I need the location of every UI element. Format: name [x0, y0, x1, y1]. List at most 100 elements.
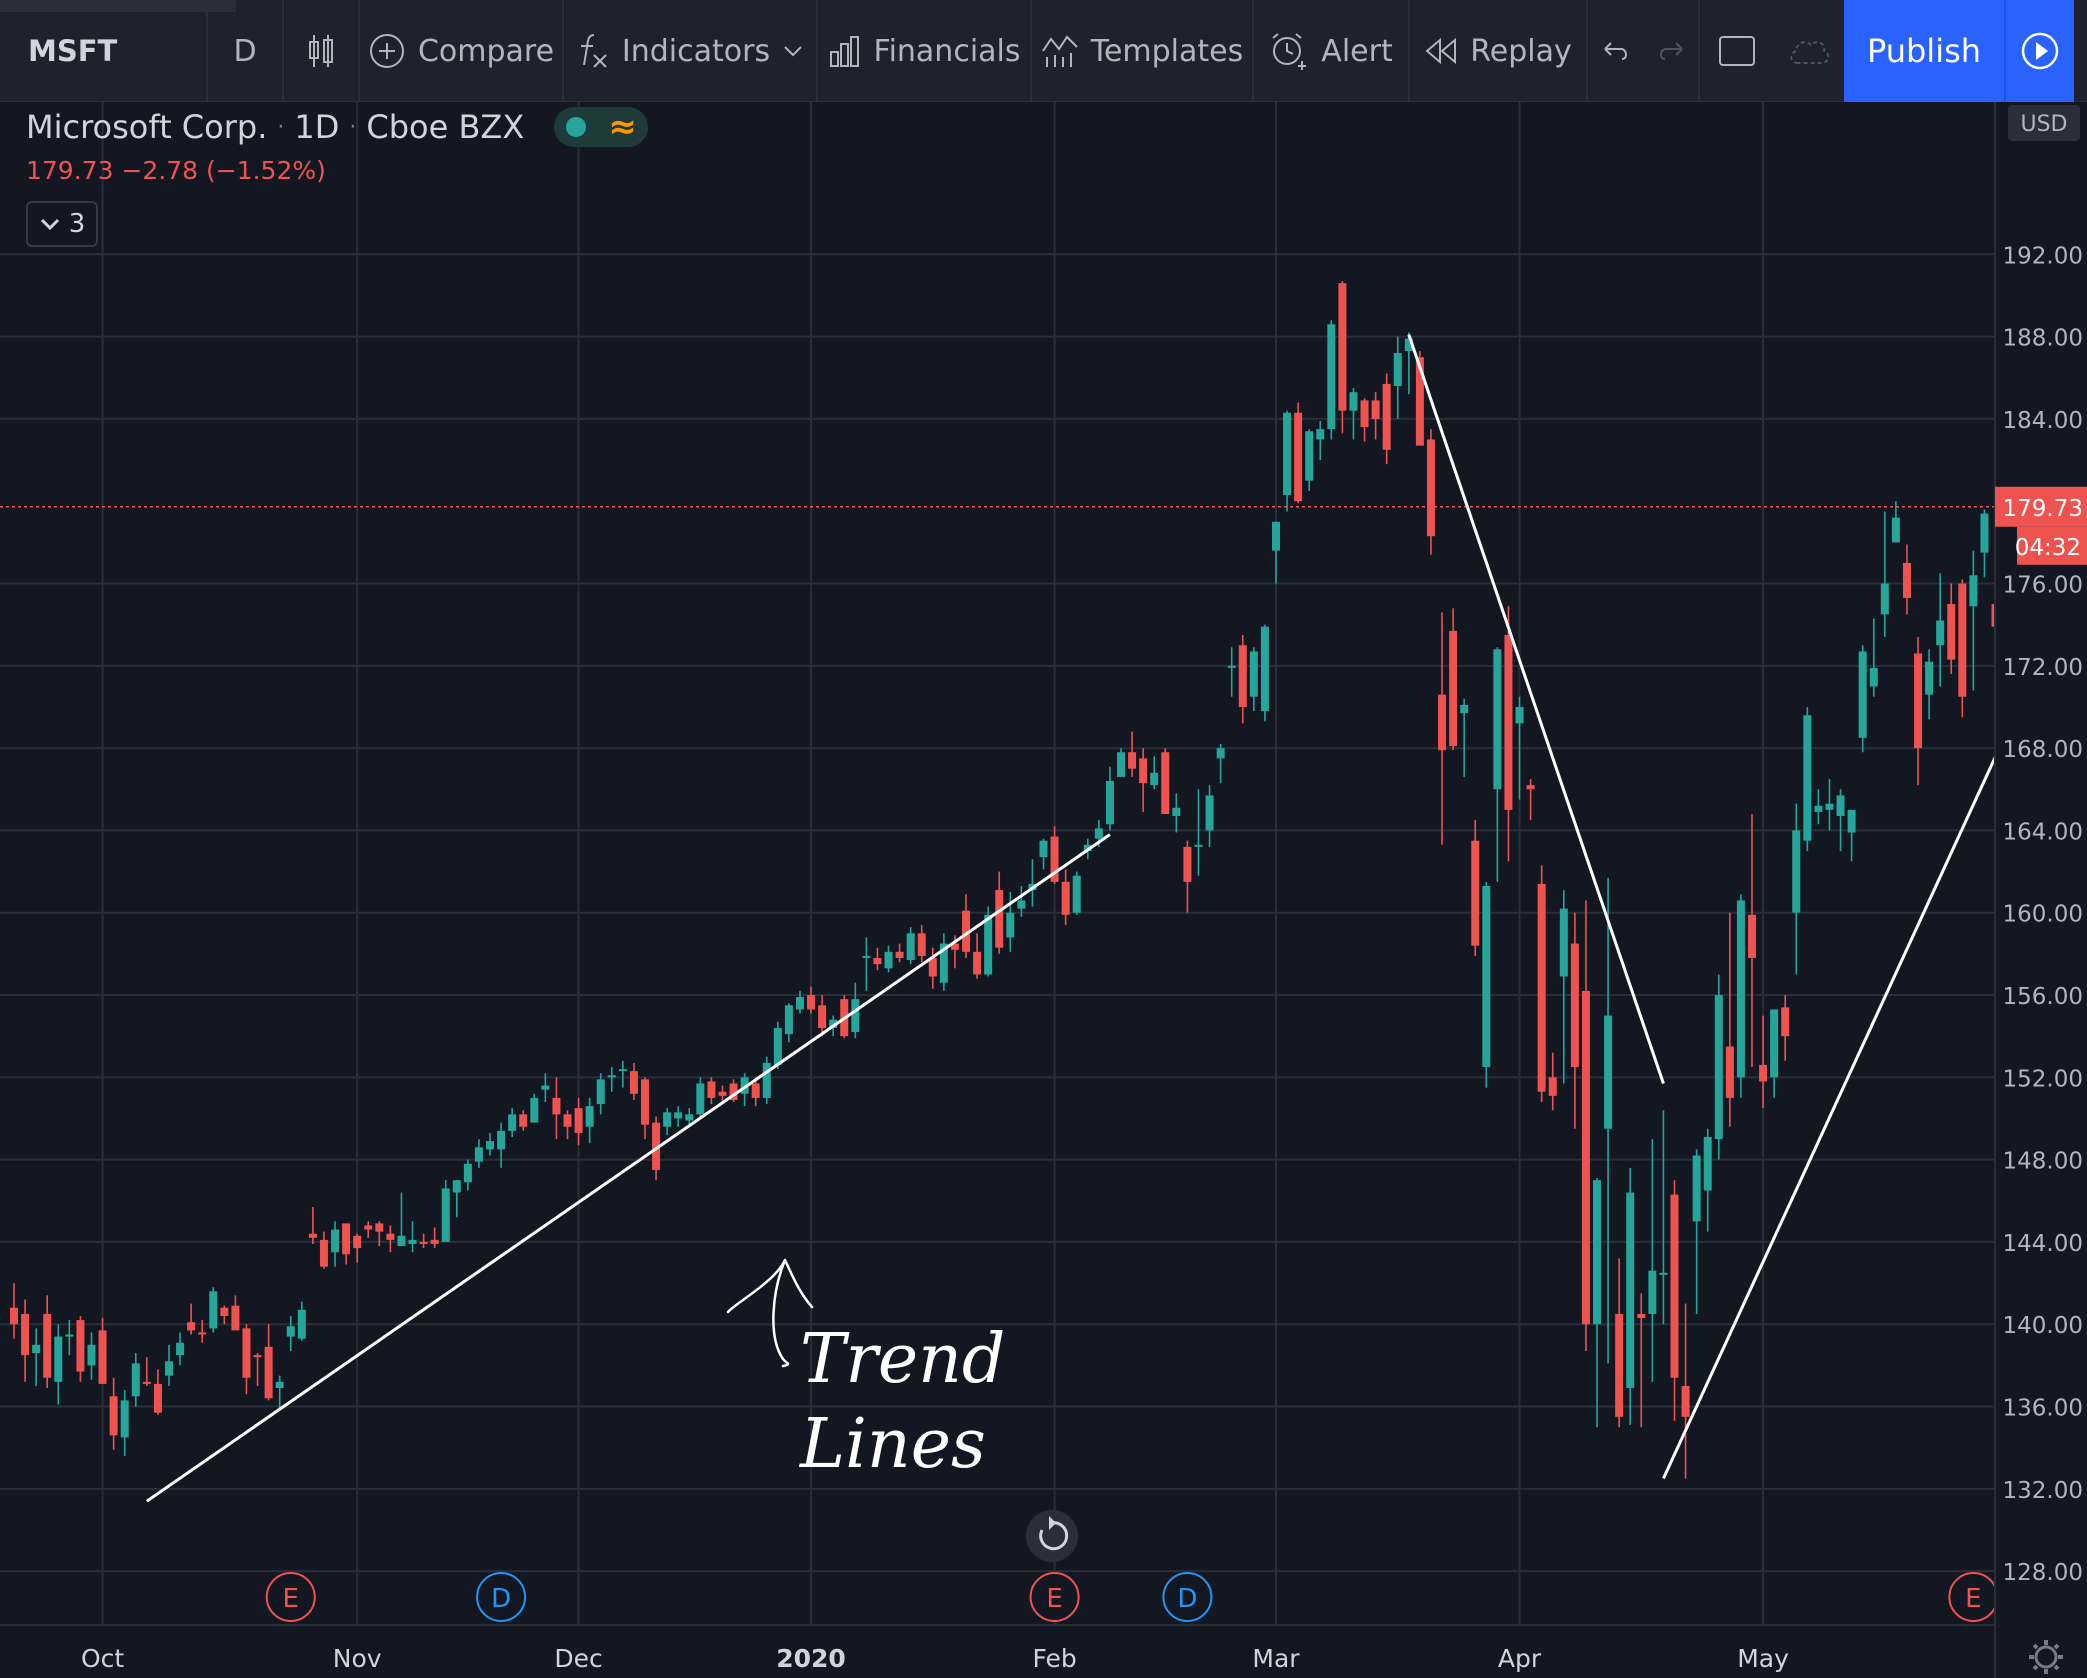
- indicators-count: 3: [68, 209, 86, 239]
- time-tick-label[interactable]: Mar: [1252, 1644, 1300, 1673]
- price-axis[interactable]: [1995, 102, 2087, 1678]
- time-tick-label[interactable]: Oct: [81, 1644, 124, 1673]
- chart-area[interactable]: Trend Lines E D E D E 128.00 132.00 136.00 140.…: [0, 102, 2087, 1678]
- market-status-badge[interactable]: ≈: [554, 107, 649, 147]
- candle-body: [187, 1322, 196, 1331]
- chart-canvas[interactable]: Trend Lines E D E D E 128.00 132.00 136.00 140.…: [0, 102, 2087, 1678]
- candle-body: [176, 1342, 185, 1356]
- candle-body: [142, 1381, 151, 1384]
- reset-chart-button[interactable]: [1026, 1510, 1078, 1562]
- legend-symbol-name[interactable]: Microsoft Corp.: [26, 108, 268, 146]
- candles-icon: [309, 35, 333, 67]
- chart-type-button[interactable]: [284, 0, 360, 102]
- candle: [1703, 1128, 1712, 1232]
- trend-lines-annotation[interactable]: Trend Lines: [726, 1258, 1005, 1484]
- time-tick-label[interactable]: Apr: [1498, 1644, 1542, 1673]
- candle-body: [1725, 1046, 1734, 1098]
- snapshot-button[interactable]: [1774, 0, 1844, 102]
- candle: [1150, 756, 1159, 790]
- candle: [1792, 803, 1801, 975]
- candle-body: [652, 1122, 661, 1170]
- earnings-marker[interactable]: E: [265, 1572, 316, 1622]
- candle-body: [1515, 706, 1524, 724]
- candle-body: [1205, 795, 1214, 831]
- loading-progress-bar: [0, 0, 236, 12]
- price-tick-label: 140.00: [2003, 1313, 2083, 1339]
- templates-button[interactable]: Templates: [1032, 0, 1254, 102]
- bar-chart-icon: [829, 36, 859, 67]
- axes-layer[interactable]: 128.00 132.00 136.00 140.00 144.00 148.00 152.…: [0, 102, 2087, 1678]
- settings-gear-button[interactable]: [2029, 1640, 2063, 1674]
- candle: [1028, 859, 1037, 907]
- interval-button[interactable]: D: [208, 0, 284, 102]
- candle-body: [1958, 583, 1967, 697]
- candle: [1316, 420, 1325, 461]
- indicators-toggle-button[interactable]: 3: [26, 201, 98, 247]
- candle-body: [596, 1079, 605, 1105]
- candle: [1249, 647, 1258, 712]
- time-tick-label[interactable]: Dec: [554, 1644, 602, 1673]
- time-tick-label[interactable]: May: [1737, 1644, 1789, 1673]
- redo-button[interactable]: [1644, 0, 1700, 102]
- publish-button[interactable]: Publish: [1844, 0, 2006, 102]
- candle: [1216, 744, 1225, 784]
- candle: [1294, 402, 1303, 504]
- undo-button[interactable]: [1588, 0, 1644, 102]
- candles-layer: [10, 281, 2087, 1479]
- candle-body: [1548, 1077, 1557, 1096]
- candle-body: [375, 1223, 384, 1232]
- candle-body: [1404, 338, 1413, 352]
- play-button[interactable]: [2006, 0, 2074, 102]
- trend-line[interactable]: [145, 833, 1111, 1503]
- candle: [696, 1077, 705, 1119]
- candle-body: [1936, 620, 1945, 646]
- candle: [1426, 429, 1435, 555]
- trend-line[interactable]: [1407, 334, 1665, 1084]
- candle-body: [1703, 1136, 1712, 1191]
- candle-body: [1172, 807, 1181, 817]
- dividend-marker[interactable]: D: [476, 1572, 527, 1622]
- candle: [973, 933, 982, 979]
- candle-body: [275, 1381, 284, 1389]
- candle-body: [120, 1400, 129, 1438]
- dividend-marker[interactable]: D: [1162, 1572, 1213, 1622]
- candle-body: [862, 955, 871, 958]
- compare-button[interactable]: Compare: [360, 0, 564, 102]
- candle-body: [76, 1320, 85, 1372]
- earnings-marker[interactable]: E: [1029, 1572, 1080, 1622]
- chevron-down-icon[interactable]: [782, 44, 804, 58]
- candle-body: [541, 1085, 550, 1090]
- time-tick-label[interactable]: Nov: [333, 1644, 382, 1673]
- candle-body: [441, 1188, 450, 1242]
- alarm-clock-icon: [1272, 33, 1307, 70]
- candle: [1404, 332, 1413, 395]
- gear-icon: [2034, 1645, 2058, 1669]
- candle: [486, 1132, 495, 1156]
- replay-label: Replay: [1470, 33, 1572, 69]
- candle: [574, 1097, 583, 1146]
- candle: [1260, 624, 1269, 722]
- fullscreen-button[interactable]: [1700, 0, 1774, 102]
- price-tick-label: 136.00: [2003, 1396, 2083, 1422]
- candle: [1438, 612, 1447, 845]
- candle: [928, 947, 937, 989]
- earnings-marker[interactable]: E: [1948, 1572, 1999, 1622]
- gear-teeth: [2029, 1640, 2063, 1674]
- candle: [962, 894, 971, 958]
- candle: [231, 1295, 240, 1331]
- financials-button[interactable]: Financials: [818, 0, 1032, 102]
- legend-title-row: Microsoft Corp. · 1D · Cboe BZX ≈: [26, 105, 649, 149]
- price-tick-label: 164.00: [2003, 819, 2083, 845]
- alert-button[interactable]: Alert: [1254, 0, 1410, 102]
- time-tick-label[interactable]: Feb: [1032, 1644, 1076, 1673]
- symbol-search-button[interactable]: MSFT: [0, 0, 208, 102]
- top-toolbar: MSFT D Compare Indicators Financials Tem…: [0, 0, 2087, 102]
- candle: [408, 1221, 417, 1253]
- time-tick-label[interactable]: 2020: [776, 1644, 846, 1673]
- indicators-button[interactable]: Indicators: [564, 0, 818, 102]
- candle-body: [740, 1077, 749, 1094]
- candle: [640, 1077, 649, 1140]
- currency-tag[interactable]: [2008, 105, 2080, 141]
- replay-button[interactable]: Replay: [1410, 0, 1588, 102]
